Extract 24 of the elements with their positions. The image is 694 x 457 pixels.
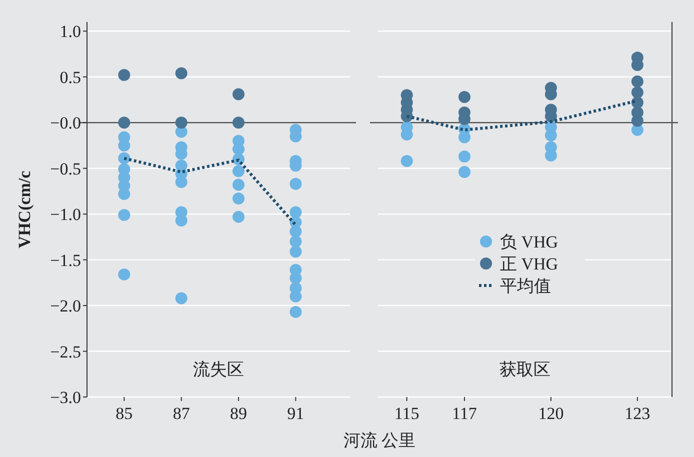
y-tick-label: −1.0 [50,205,81,224]
x-tick-label: 91 [287,404,304,423]
y-tick-label: −1.5 [50,250,81,270]
x-tick-label: 87 [172,404,190,423]
x-tick-label: 120 [538,404,564,423]
legend-label: 正 VHG [500,254,558,274]
legend-label: 平均值 [500,276,551,296]
y-tick-label: −0.5 [50,159,81,178]
x-tick-label: 89 [230,404,248,423]
y-tick-label: −3.0 [50,388,81,407]
y-tick-label: 0.5 [60,68,81,87]
y-tick-label: 1.0 [60,22,81,42]
x-tick-label: 117 [452,404,478,423]
y-tick-label: −2.0 [50,296,81,316]
y-axis-title: VHC(cm/c [15,170,34,248]
y-tick-label: −0.0 [50,114,81,133]
x-tick-label: 85 [116,404,133,423]
annotation: 流失区 [193,360,244,379]
y-tick-label: −2.5 [50,342,81,362]
x-tick-label: 115 [394,404,420,423]
x-tick-label: 123 [624,404,650,423]
annotation: 获取区 [500,360,550,379]
legend-label: 负 VHG [500,232,558,252]
x-axis-title: 河流 公里 [343,431,416,450]
